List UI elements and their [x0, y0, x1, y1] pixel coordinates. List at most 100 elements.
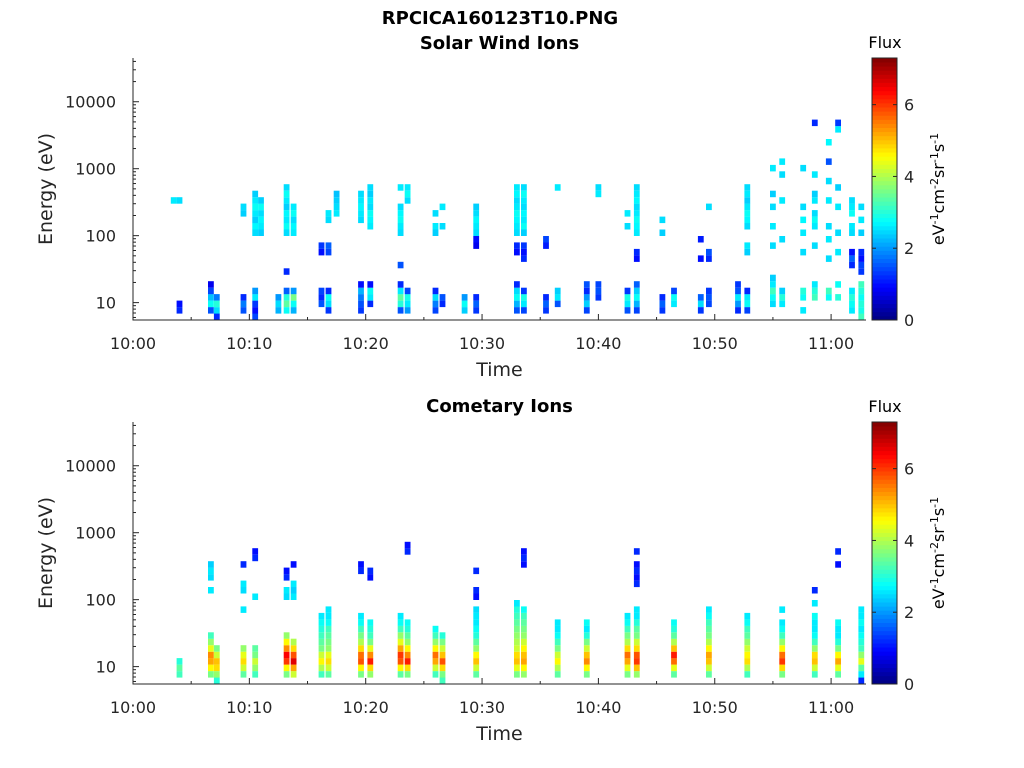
heatmap-cell: [706, 671, 712, 678]
heatmap-cell: [397, 300, 404, 308]
colorbar-tick-label: 0: [904, 311, 914, 330]
heatmap-cell: [358, 671, 364, 678]
x-tick-label: 10:20: [343, 698, 389, 717]
heatmap-cell: [858, 677, 865, 684]
heatmap-cell: [811, 651, 818, 659]
heatmap-cell: [583, 619, 590, 626]
heatmap-cell: [521, 223, 527, 230]
heatmap-cell: [258, 197, 264, 204]
heatmap-cell: [240, 203, 247, 211]
heatmap-cell: [521, 242, 527, 249]
heatmap-cell: [358, 281, 364, 288]
heatmap-cell: [706, 248, 712, 256]
heatmap-cell: [333, 203, 340, 211]
colorbar-step: [872, 491, 897, 497]
heatmap-cell: [706, 619, 712, 626]
heatmap-cell: [252, 197, 259, 204]
heatmap-cell: [779, 300, 786, 308]
heatmap-cell: [671, 294, 677, 301]
colorbar-step: [872, 217, 897, 223]
heatmap-cell: [543, 242, 549, 249]
colorbar-step: [872, 679, 897, 685]
colorbar-step: [872, 557, 897, 562]
heatmap-cell: [358, 664, 364, 672]
heatmap-cell: [514, 281, 520, 288]
colorbar-step: [872, 512, 897, 517]
heatmap-cell: [318, 658, 325, 665]
heatmap-cell: [213, 658, 220, 665]
colorbar-step: [872, 315, 897, 321]
colorbar-step: [872, 119, 897, 124]
colorbar-step: [872, 655, 897, 660]
colorbar-step: [872, 536, 897, 542]
heatmap-cell: [473, 638, 480, 646]
plot-area: [133, 58, 866, 320]
heatmap-cell: [706, 203, 712, 211]
colorbar-step: [872, 610, 897, 615]
heatmap-cell: [290, 229, 297, 236]
heatmap-cell: [811, 625, 818, 633]
heatmap-cell: [397, 638, 404, 646]
colorbar: 0 2 4 6 Flux eV-1cm-2sr-1s-1: [868, 397, 948, 694]
heatmap-cell: [367, 300, 374, 308]
heatmap-cell: [290, 651, 297, 659]
colorbar-tick-label: 2: [904, 603, 914, 622]
colorbar-step: [872, 279, 897, 284]
colorbar-step: [872, 143, 897, 149]
heatmap-cell: [240, 300, 247, 308]
colorbar-step: [872, 622, 897, 628]
heatmap-cell: [325, 671, 332, 678]
heatmap-cell: [744, 216, 751, 224]
heatmap-cell: [744, 248, 751, 256]
heatmap-cell: [779, 651, 786, 659]
heatmap-cell: [325, 619, 332, 626]
heatmap-cell: [858, 632, 865, 639]
heatmap-cell: [825, 139, 832, 146]
heatmap-cell: [283, 593, 290, 600]
heatmap-cell: [583, 671, 590, 678]
x-axis-label: Time: [475, 723, 523, 745]
heatmap-cell: [554, 638, 561, 646]
heatmap-cell: [473, 203, 480, 211]
colorbar-tick-label: 4: [904, 167, 914, 186]
heatmap-cell: [835, 281, 841, 288]
heatmap-cell: [779, 625, 786, 633]
colorbar-tick-label: 0: [904, 675, 914, 694]
heatmap-cell: [240, 658, 247, 665]
colorbar-step: [872, 201, 897, 206]
heatmap-cell: [706, 255, 712, 262]
heatmap-cell: [835, 651, 841, 659]
heatmap-cell: [514, 216, 520, 224]
colorbar-step: [872, 287, 897, 292]
heatmap-cell: [213, 664, 220, 672]
heatmap-cell: [432, 300, 439, 308]
heatmap-cell: [633, 574, 640, 581]
heatmap-cell: [659, 307, 666, 314]
heatmap-cell: [333, 190, 340, 198]
heatmap-cell: [633, 625, 640, 633]
heatmap-cell: [800, 216, 807, 224]
heatmap-cell: [473, 671, 480, 678]
colorbar-step: [872, 58, 897, 63]
heatmap-cell: [835, 664, 841, 672]
colorbar-step: [872, 258, 897, 264]
heatmap-cell: [811, 223, 818, 230]
colorbar-step: [872, 135, 897, 141]
heatmap-cell: [849, 229, 855, 236]
heatmap-cell: [240, 606, 247, 613]
heatmap-cell: [514, 248, 520, 256]
colorbar-step: [872, 107, 897, 112]
colorbar-step: [872, 78, 897, 83]
heatmap-cell: [633, 190, 640, 198]
heatmap-cell: [283, 664, 290, 672]
colorbar-step: [872, 446, 897, 452]
heatmap-cell: [397, 281, 404, 288]
heatmap-cell: [283, 658, 290, 665]
heatmap-cell: [583, 638, 590, 646]
heatmap-cell: [543, 300, 549, 308]
heatmap-cell: [208, 287, 214, 295]
heatmap-cell: [367, 664, 374, 672]
heatmap-cell: [473, 223, 480, 230]
heatmap-cell: [521, 190, 527, 198]
colorbar-step: [872, 123, 897, 128]
